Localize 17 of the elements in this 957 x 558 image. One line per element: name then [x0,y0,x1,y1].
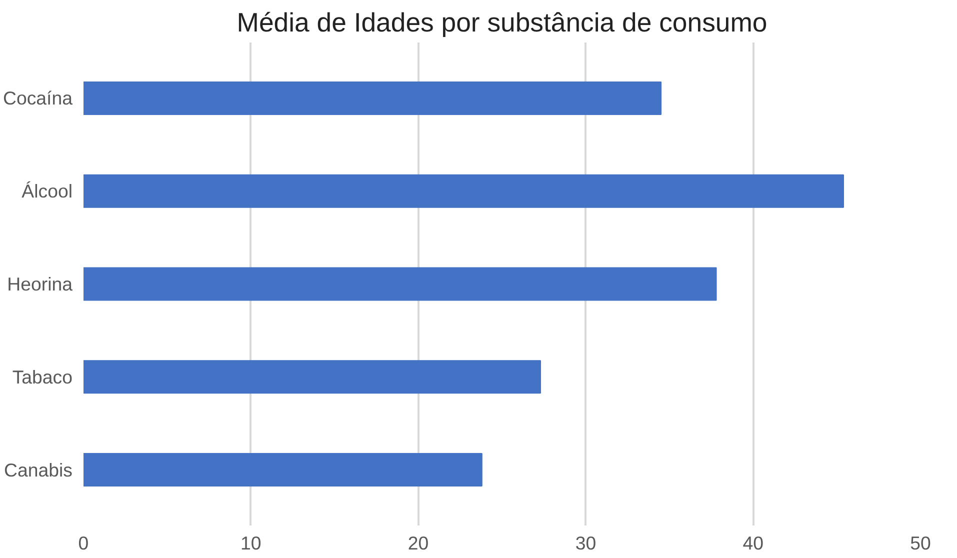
bar [84,81,662,115]
bar [84,267,717,301]
y-tick-label: Cocaína [3,88,74,109]
x-tick-label: 10 [240,532,262,554]
bar [84,360,541,394]
y-tick-label: Álcool [22,180,73,202]
chart-title: Média de Idades por substância de consumo [236,8,768,38]
y-tick-label: Tabaco [12,366,73,388]
x-tick-label: 20 [408,532,429,554]
x-tick-label: 50 [910,532,931,554]
bar [84,453,482,487]
x-tick-label: 30 [575,532,596,554]
bar [84,174,844,208]
x-tick-label: 40 [742,532,764,554]
y-tick-label: Canabis [4,459,73,480]
y-tick-label: Heorina [7,274,74,294]
x-tick-label: 0 [78,532,89,554]
